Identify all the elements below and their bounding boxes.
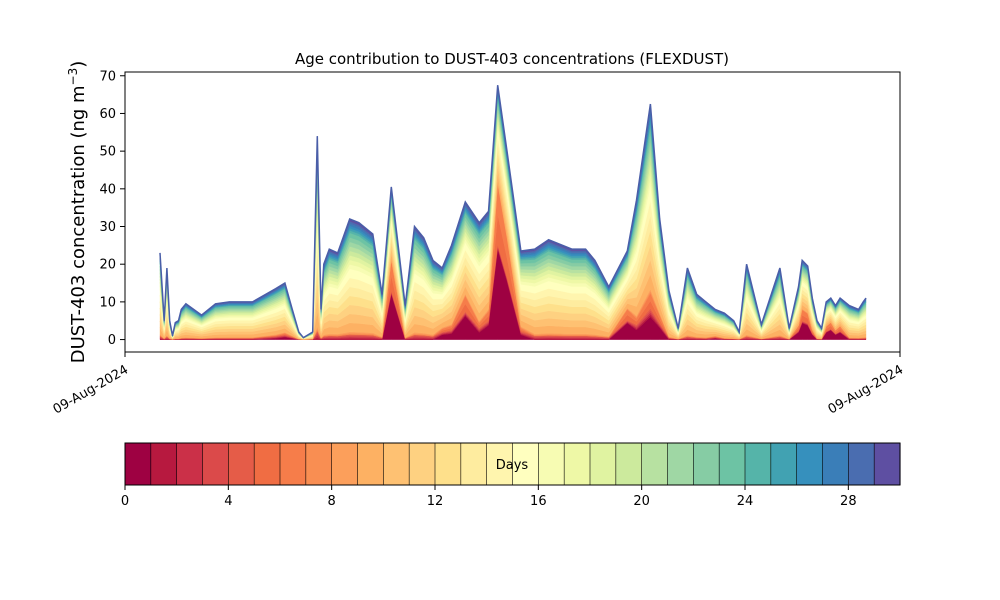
colorbar-bin-0 xyxy=(125,443,152,485)
y-axis-label-unit: −3 xyxy=(66,68,80,86)
colorbar-bin-16 xyxy=(538,443,565,485)
colorbar-bin-22 xyxy=(693,443,720,485)
y-axis-label-close: ) xyxy=(68,61,89,68)
y-tick-label: 30 xyxy=(99,220,116,235)
y-axis-label-main: DUST-403 concentration (ng m xyxy=(68,85,89,363)
colorbar-bin-20 xyxy=(641,443,669,485)
colorbar xyxy=(125,443,901,485)
x-axis-ticks: 09-Aug-2024 09-Aug-2024 xyxy=(51,352,906,418)
colorbar-bin-3 xyxy=(202,443,229,485)
colorbar-bin-19 xyxy=(615,443,643,485)
y-tick-label: 50 xyxy=(99,145,116,160)
colorbar-bin-27 xyxy=(822,443,849,485)
colorbar-bin-4 xyxy=(228,443,255,485)
y-tick-label: 70 xyxy=(99,69,116,84)
y-tick-label: 40 xyxy=(99,182,116,197)
y-tick-label: 0 xyxy=(108,333,116,348)
colorbar-bin-12 xyxy=(435,443,462,485)
y-tick-label: 20 xyxy=(99,258,116,273)
plot-frame xyxy=(124,71,901,353)
colorbar-ticks: 0 4 8 12 16 20 24 28 xyxy=(121,485,857,509)
colorbar-tick-label: 24 xyxy=(737,494,754,509)
colorbar-tick-label: 4 xyxy=(224,494,232,509)
colorbar-tick-label: 12 xyxy=(427,494,444,509)
colorbar-bin-17 xyxy=(564,443,591,485)
colorbar-bin-7 xyxy=(305,443,333,485)
colorbar-bin-18 xyxy=(590,443,617,485)
colorbar-tick-label: 28 xyxy=(840,494,857,509)
colorbar-bin-25 xyxy=(770,443,798,485)
colorbar-bin-2 xyxy=(176,443,204,485)
chart-title: Age contribution to DUST-403 concentrati… xyxy=(295,50,729,68)
colorbar-bin-10 xyxy=(383,443,410,485)
total-line xyxy=(159,85,867,339)
colorbar-bin-29 xyxy=(874,443,901,485)
colorbar-bin-6 xyxy=(280,443,307,485)
colorbar-frame xyxy=(124,442,901,486)
x-tick-label: 09-Aug-2024 xyxy=(826,362,906,417)
colorbar-bin-5 xyxy=(254,443,281,485)
colorbar-tick-label: 16 xyxy=(530,494,547,509)
y-axis-label: DUST-403 concentration (ng m−3) xyxy=(66,61,89,364)
colorbar-bin-15 xyxy=(512,443,539,485)
colorbar-tick-label: 20 xyxy=(633,494,650,509)
colorbar-bin-14 xyxy=(486,443,514,485)
stacked-area-layers xyxy=(159,85,867,340)
colorbar-bin-26 xyxy=(796,443,824,485)
colorbar-bin-23 xyxy=(719,443,746,485)
colorbar-bin-21 xyxy=(667,443,694,485)
colorbar-bin-9 xyxy=(357,443,384,485)
colorbar-label: Days xyxy=(496,458,529,473)
colorbar-bin-11 xyxy=(409,443,436,485)
colorbar-bin-13 xyxy=(460,443,488,485)
colorbar-bin-28 xyxy=(848,443,875,485)
x-tick-label: 09-Aug-2024 xyxy=(51,362,131,417)
y-axis-ticks: 0 10 20 30 40 50 60 70 xyxy=(99,69,125,348)
y-tick-label: 60 xyxy=(99,107,116,122)
colorbar-bin-8 xyxy=(331,443,359,485)
colorbar-bin-24 xyxy=(745,443,772,485)
colorbar-bin-1 xyxy=(150,443,178,485)
colorbar-tick-label: 0 xyxy=(121,494,129,509)
y-tick-label: 10 xyxy=(99,295,116,310)
colorbar-tick-label: 8 xyxy=(328,494,336,509)
